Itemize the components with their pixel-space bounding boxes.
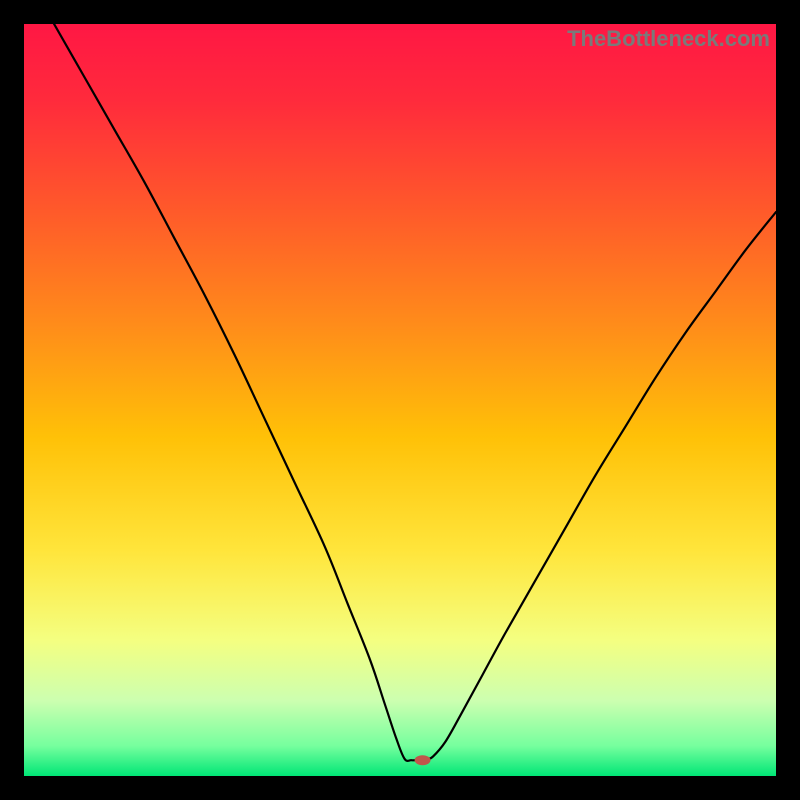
minimum-marker: [415, 755, 431, 765]
curve-overlay: [24, 24, 776, 776]
watermark-text: TheBottleneck.com: [567, 26, 770, 52]
chart-frame: TheBottleneck.com: [0, 0, 800, 800]
bottleneck-curve: [54, 24, 776, 761]
plot-area: TheBottleneck.com: [24, 24, 776, 776]
